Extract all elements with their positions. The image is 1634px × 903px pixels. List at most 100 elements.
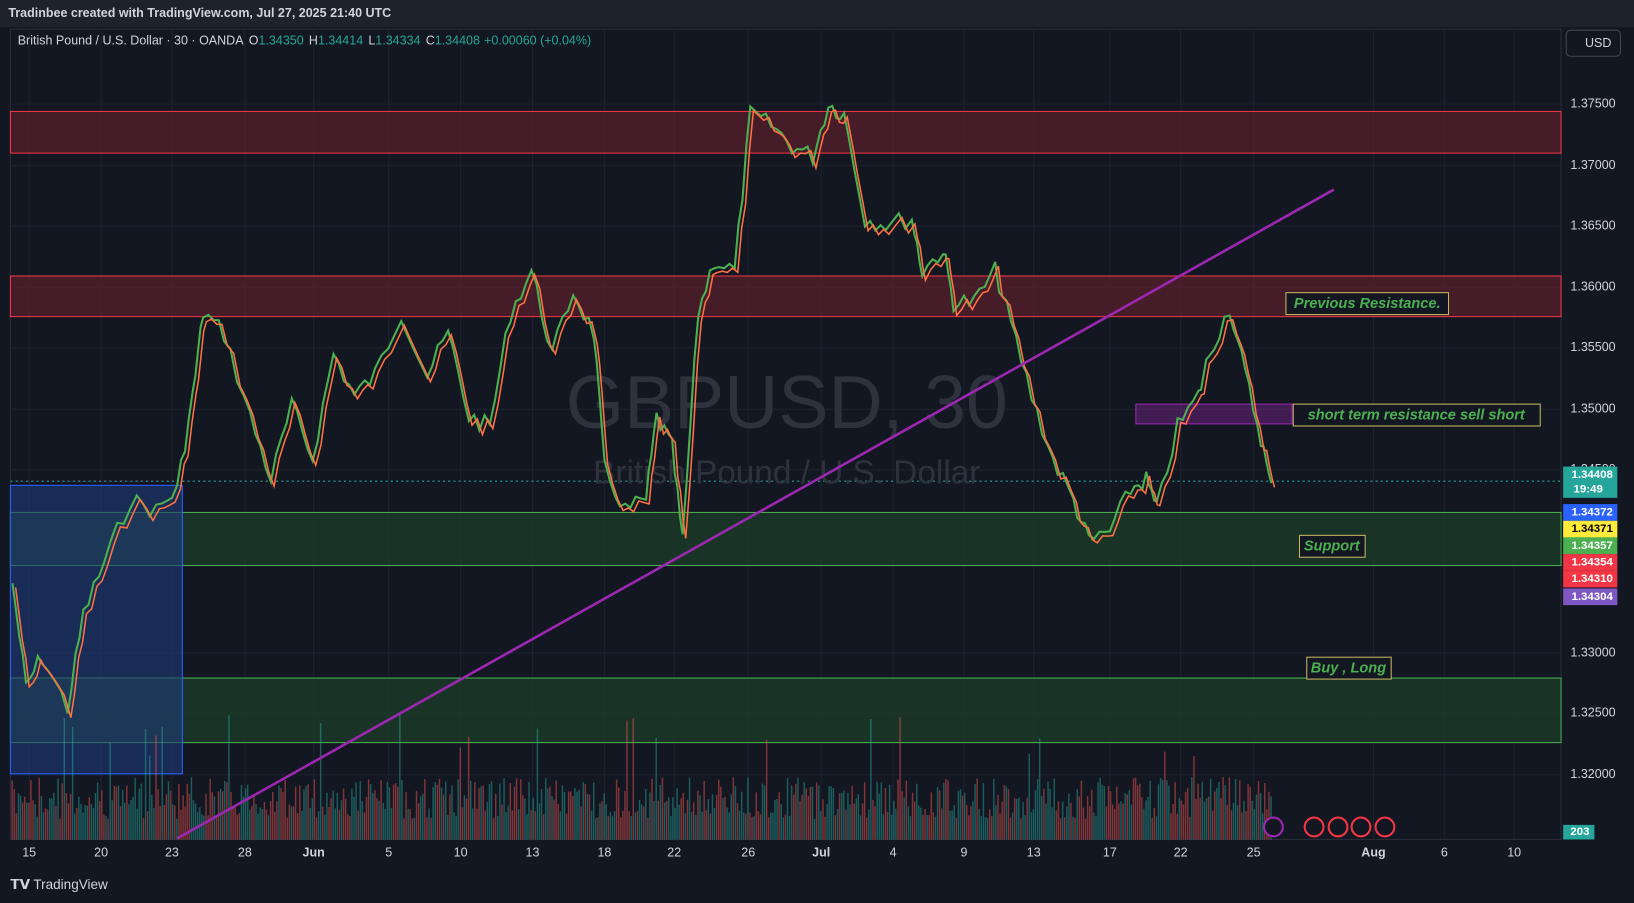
currency-button[interactable] xyxy=(1565,29,1621,57)
volume-bar xyxy=(1170,813,1172,840)
volume-bar xyxy=(65,792,68,840)
volume-bar xyxy=(44,808,47,840)
volume-bar xyxy=(1003,784,1005,840)
volume-bar xyxy=(171,804,174,840)
volume-bar xyxy=(190,777,193,840)
event-icon[interactable] xyxy=(1303,816,1325,838)
watermark-description: British Pound / U.S. Dollar xyxy=(593,455,980,492)
volume-bar xyxy=(1030,812,1033,840)
volume-bar xyxy=(469,780,472,840)
volume-bar xyxy=(599,803,601,840)
volume-bar xyxy=(915,783,918,840)
volume-bar xyxy=(1007,789,1010,840)
time-label: Aug xyxy=(1361,845,1385,859)
event-icon[interactable] xyxy=(1374,816,1396,838)
volume-bar xyxy=(524,798,526,840)
volume-bar xyxy=(728,812,730,840)
volume-bar xyxy=(1043,788,1045,840)
volume-bar xyxy=(1226,805,1229,840)
volume-bar xyxy=(995,805,997,840)
annotation-box xyxy=(1292,403,1541,427)
volume-bar xyxy=(484,810,487,840)
event-icon[interactable] xyxy=(1327,816,1349,838)
volume-bar xyxy=(67,803,70,840)
time-label: 23 xyxy=(165,845,179,859)
volume-bar xyxy=(682,792,685,840)
volume-bar xyxy=(1161,779,1164,840)
volume-bar xyxy=(1209,778,1212,840)
currency-label[interactable]: USD xyxy=(1585,36,1611,50)
countdown: 19:49 xyxy=(1574,484,1603,496)
volume-bar xyxy=(793,794,795,840)
volume-bar xyxy=(34,804,36,840)
volume-bar xyxy=(55,805,57,840)
time-label: Jun xyxy=(303,845,325,859)
volume-bar xyxy=(392,784,395,840)
volume-bar xyxy=(444,781,447,840)
volume-bar xyxy=(1111,804,1114,840)
volume-bar xyxy=(1001,802,1003,840)
volume-bar xyxy=(497,815,499,840)
volume-bar xyxy=(438,778,441,840)
volume-bar xyxy=(545,778,547,840)
volume-bar xyxy=(745,813,747,840)
volume-bar xyxy=(930,792,933,840)
volume-bar xyxy=(1005,786,1008,840)
volume-bar xyxy=(430,817,432,840)
volume-bar xyxy=(324,814,326,840)
volume-bar xyxy=(40,796,43,840)
volume-bar xyxy=(461,807,464,840)
volume-bar xyxy=(263,801,266,840)
volume-bar xyxy=(878,793,880,840)
volume-bar xyxy=(936,787,939,840)
volume-bar xyxy=(17,793,20,840)
volume-bar xyxy=(818,785,820,840)
volume-bar xyxy=(888,784,891,840)
volume-bar xyxy=(1101,784,1103,840)
volume-bar xyxy=(890,814,893,840)
volume-bar xyxy=(617,787,620,840)
volume-bar xyxy=(634,812,637,840)
volume-bar xyxy=(570,791,572,840)
volume-bar xyxy=(284,779,286,840)
volume-bar xyxy=(526,814,528,840)
volume-bar xyxy=(557,803,559,840)
volume-bar xyxy=(845,810,847,840)
symbol-field: +0.00060 (+0.04%) xyxy=(484,34,591,48)
event-icon[interactable] xyxy=(1263,816,1284,838)
volume-bar xyxy=(374,789,376,840)
volume-bar xyxy=(86,805,88,840)
volume-bar xyxy=(1186,788,1189,840)
volume-bar xyxy=(1141,797,1143,840)
volume-bar xyxy=(826,804,828,840)
volume-bar xyxy=(813,818,816,840)
volume-bar xyxy=(38,777,41,840)
volume-bar xyxy=(224,780,226,840)
volume-bar xyxy=(124,802,126,840)
volume-bar xyxy=(465,798,468,840)
volume-bar xyxy=(140,783,143,840)
event-icon[interactable] xyxy=(1350,816,1372,838)
volume-bar xyxy=(201,814,203,840)
volume-bar xyxy=(880,782,883,840)
volume-bar xyxy=(601,801,603,840)
volume-bar xyxy=(540,789,543,840)
volume-bar xyxy=(853,803,855,840)
volume-bar xyxy=(674,807,676,840)
volume-bar xyxy=(76,807,78,840)
time-label: 4 xyxy=(890,845,897,859)
volume-bar xyxy=(36,816,38,840)
volume-bar xyxy=(1145,800,1147,840)
volume-bar xyxy=(1211,810,1214,840)
volume-bar xyxy=(947,780,949,840)
volume-bar xyxy=(1268,791,1270,840)
symbol-field: 1.34408 xyxy=(435,34,480,48)
volume-bar xyxy=(169,790,172,840)
volume-bar xyxy=(480,786,482,840)
volume-bar xyxy=(326,792,328,840)
volume-bar xyxy=(870,719,872,840)
volume-bar xyxy=(399,714,401,840)
volume-bar xyxy=(88,797,91,840)
volume-bar xyxy=(1066,806,1068,840)
volume-bar xyxy=(138,788,141,840)
